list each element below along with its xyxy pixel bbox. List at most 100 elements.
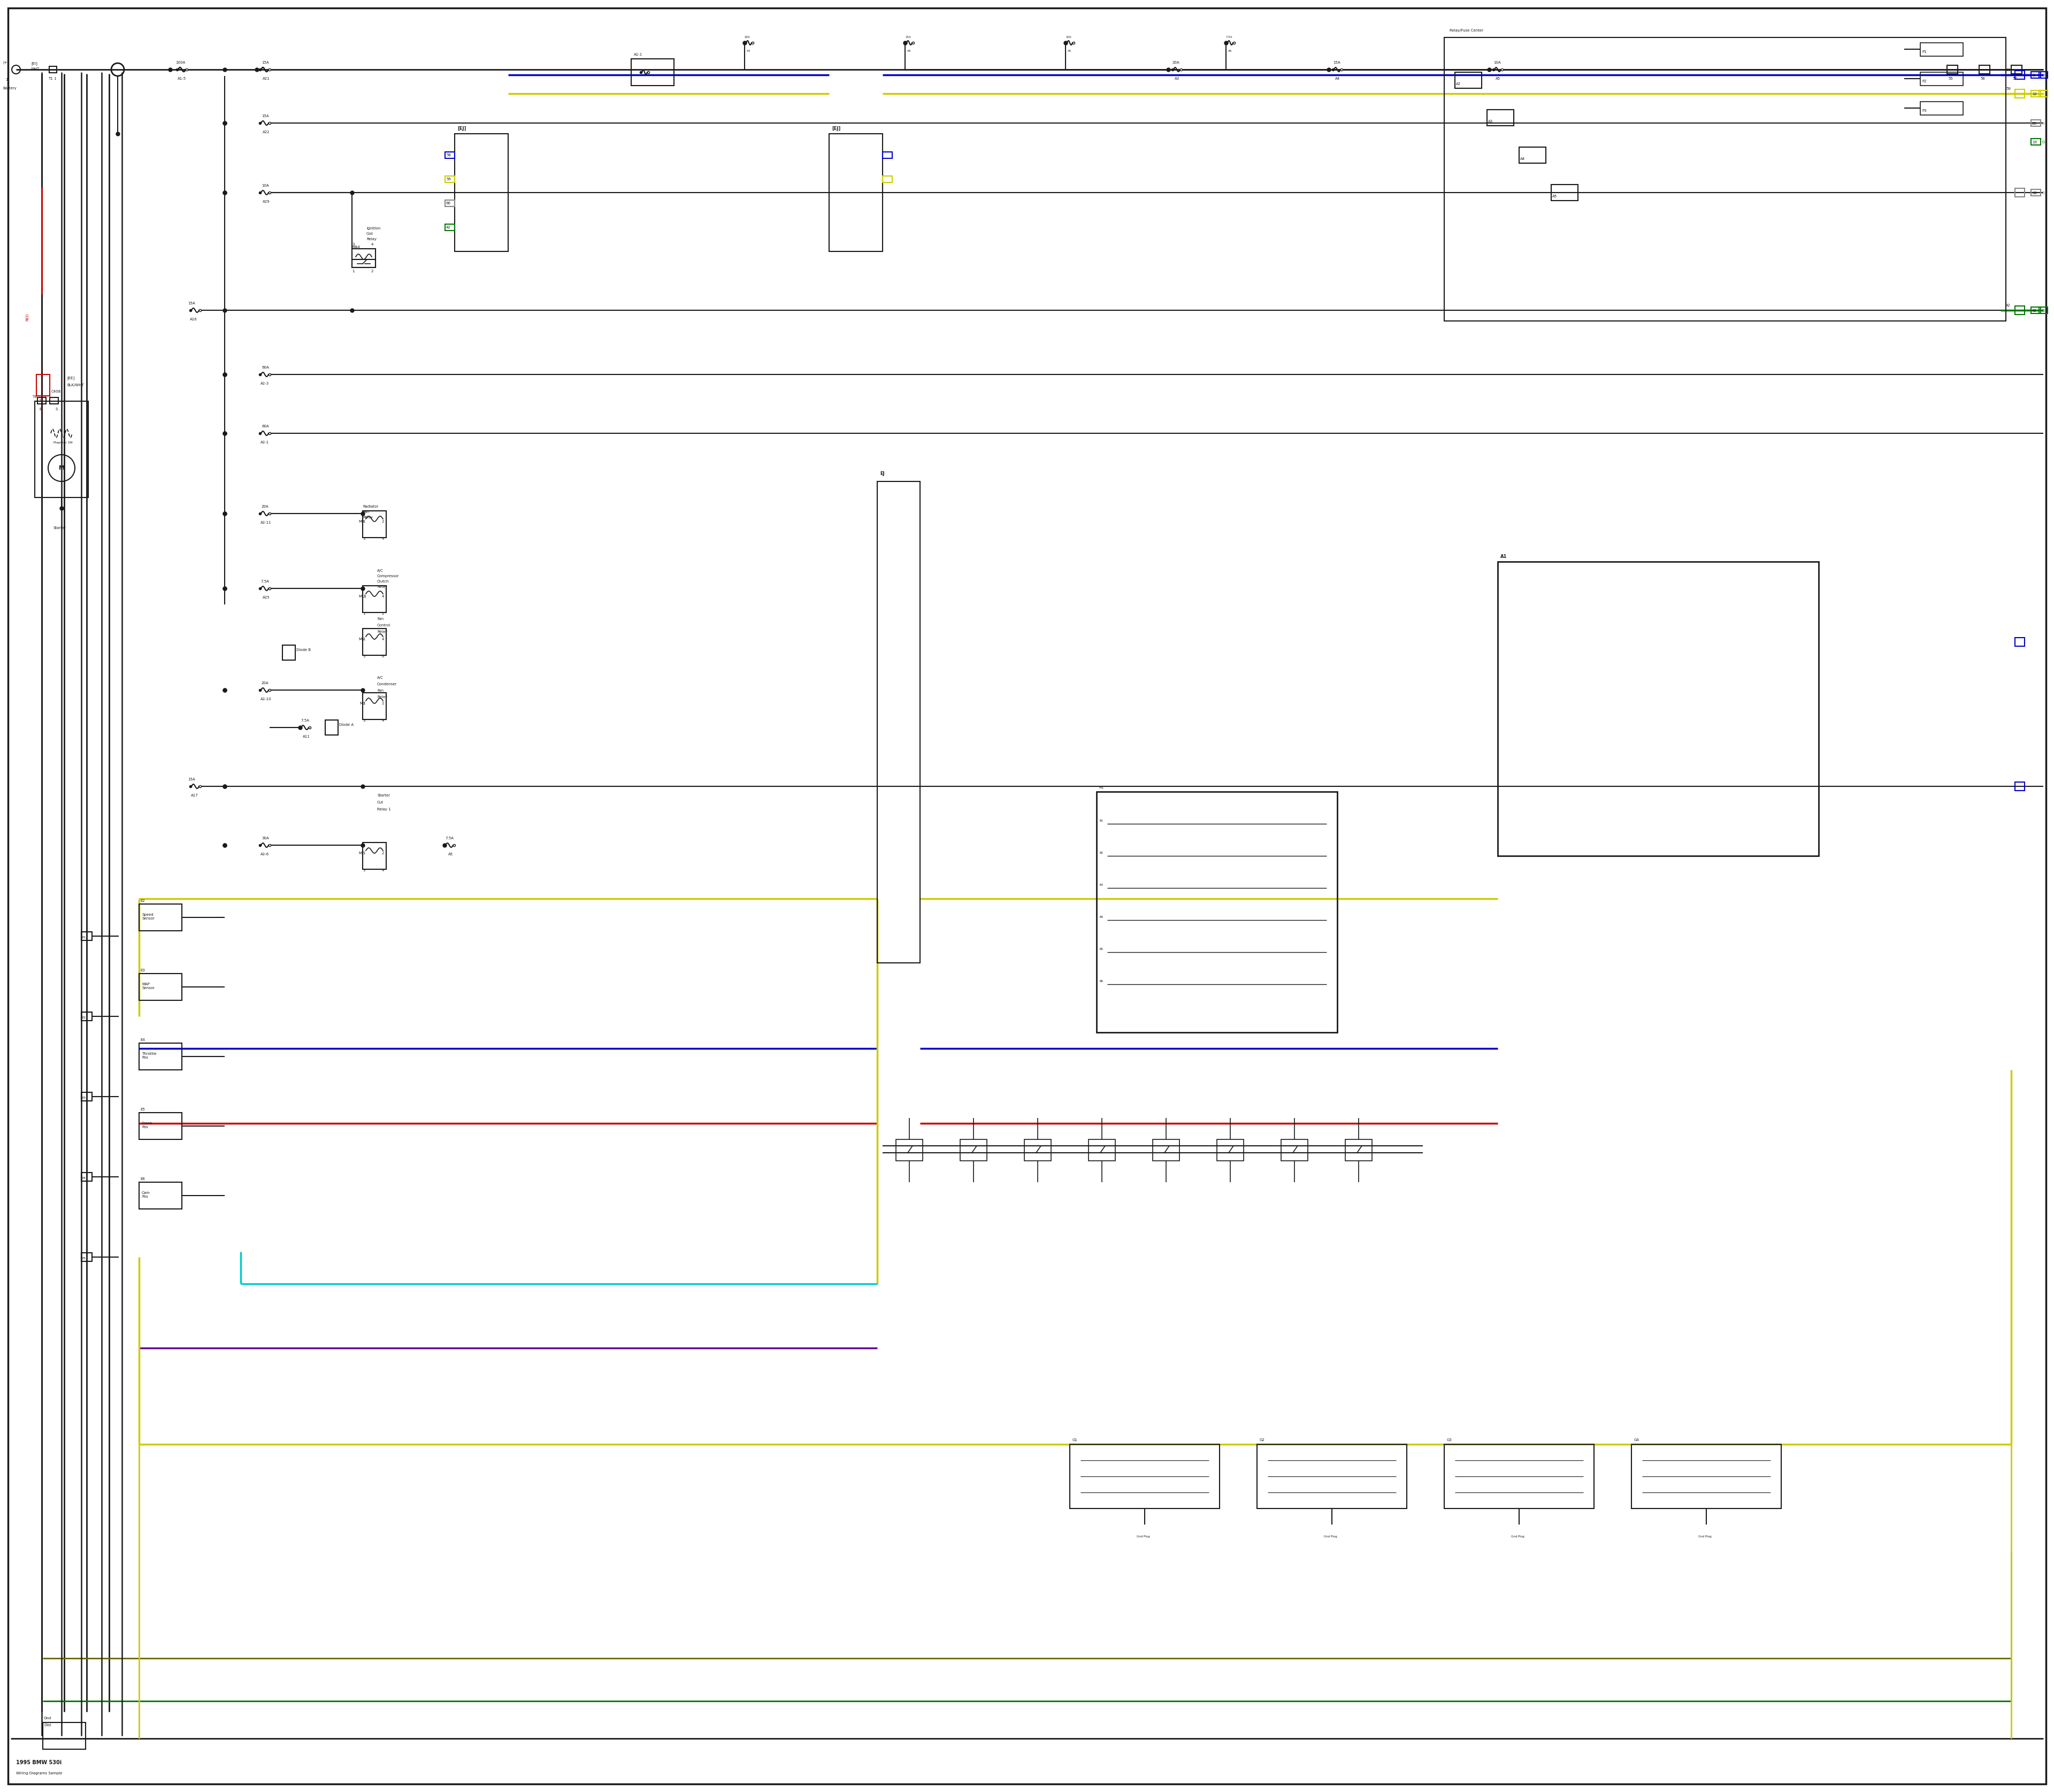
Text: 10A: 10A — [1493, 61, 1501, 65]
Bar — [82, 932, 92, 941]
Text: 15A: 15A — [1333, 61, 1341, 65]
Text: E2: E2 — [82, 1016, 86, 1020]
Text: 59: 59 — [2007, 68, 2011, 72]
Text: 15A: 15A — [261, 61, 269, 65]
Text: Coil: Coil — [366, 233, 374, 235]
Text: P3: P3 — [1923, 109, 1927, 113]
Text: BLK/WHT: BLK/WHT — [68, 383, 84, 387]
Text: A2-10: A2-10 — [261, 697, 271, 701]
Text: Cut: Cut — [378, 801, 384, 805]
Text: A1-5: A1-5 — [177, 77, 187, 81]
Text: M11: M11 — [357, 595, 366, 599]
Text: A3: A3 — [1487, 120, 1493, 124]
Bar — [364, 511, 386, 538]
Text: 7.5A: 7.5A — [1226, 36, 1232, 38]
Text: Wiring Diagrams Sample: Wiring Diagrams Sample — [16, 1772, 62, 1774]
Text: 2: 2 — [382, 611, 384, 615]
Text: 100A: 100A — [175, 61, 185, 65]
Text: Diode B: Diode B — [296, 649, 310, 652]
Text: A2-6: A2-6 — [261, 853, 269, 857]
Text: 58: 58 — [446, 154, 450, 156]
Text: G2: G2 — [1259, 1439, 1265, 1441]
Text: Battery: Battery — [2, 86, 16, 90]
Bar — [1070, 1444, 1220, 1509]
Bar — [2040, 72, 2048, 79]
Text: [EE]: [EE] — [68, 376, 74, 380]
Text: Control: Control — [378, 624, 390, 627]
Bar — [37, 398, 45, 403]
Text: 1: 1 — [364, 520, 366, 523]
Bar — [49, 398, 58, 403]
Text: 2: 2 — [372, 269, 374, 272]
Text: Relay: Relay — [364, 516, 374, 520]
Text: 10A: 10A — [261, 185, 269, 186]
Text: Cam
Pos: Cam Pos — [142, 1192, 150, 1199]
Bar — [454, 134, 507, 251]
Text: Relay/Fuse Center: Relay/Fuse Center — [1450, 29, 1483, 32]
Bar — [351, 260, 376, 267]
Bar — [140, 1113, 183, 1140]
Text: A5: A5 — [1553, 195, 1557, 197]
Text: D: D — [2042, 310, 2044, 312]
Bar — [959, 1140, 986, 1161]
Text: Relay: Relay — [378, 695, 388, 699]
Text: A4: A4 — [1520, 158, 1524, 161]
Text: 20A: 20A — [261, 681, 269, 685]
Bar — [2031, 72, 2040, 79]
Text: D: D — [2042, 73, 2044, 77]
Bar — [2015, 306, 2025, 315]
Text: 3: 3 — [364, 719, 366, 722]
Text: E2: E2 — [140, 900, 146, 903]
Bar — [1487, 109, 1514, 125]
Bar — [1520, 147, 1547, 163]
Bar — [446, 201, 454, 206]
Text: Gnd Plug: Gnd Plug — [1136, 1536, 1150, 1538]
Text: Magnetic SW: Magnetic SW — [53, 441, 72, 444]
Bar — [2031, 120, 2040, 125]
Text: 1: 1 — [364, 851, 366, 855]
Text: E4: E4 — [140, 1038, 146, 1041]
Bar — [1444, 38, 2007, 321]
Text: 42: 42 — [2031, 310, 2038, 312]
Bar — [446, 176, 454, 183]
Bar — [82, 1093, 92, 1100]
Text: 4: 4 — [382, 538, 384, 539]
Bar — [1947, 65, 1957, 73]
Bar — [631, 59, 674, 86]
Text: Gnd Plug: Gnd Plug — [1699, 1536, 1711, 1538]
Text: Throttle
Pos: Throttle Pos — [142, 1052, 156, 1059]
Bar — [364, 694, 386, 719]
Text: 3: 3 — [364, 654, 366, 658]
Text: (+): (+) — [2, 61, 8, 65]
Text: 2: 2 — [382, 851, 384, 855]
Text: 4: 4 — [372, 244, 374, 246]
Text: 15A: 15A — [187, 301, 195, 305]
Bar — [877, 482, 920, 962]
Text: 7.5A: 7.5A — [446, 837, 454, 840]
Text: A29: A29 — [263, 201, 269, 202]
Bar — [1444, 1444, 1594, 1509]
Text: RED: RED — [25, 314, 29, 321]
Text: 4: 4 — [382, 638, 384, 642]
Bar — [1257, 1444, 1407, 1509]
Text: 20A: 20A — [1173, 61, 1179, 65]
Bar — [1282, 1140, 1308, 1161]
Text: Gnd Plug: Gnd Plug — [1512, 1536, 1524, 1538]
Bar — [2031, 90, 2040, 97]
Bar — [446, 152, 454, 158]
Text: 1: 1 — [39, 400, 41, 401]
Bar — [82, 1253, 92, 1262]
Text: 1: 1 — [43, 396, 45, 398]
Text: 3: 3 — [364, 595, 366, 599]
Text: A2-3: A2-3 — [261, 382, 269, 385]
Text: Relay: Relay — [366, 238, 376, 240]
Text: S: S — [55, 407, 58, 410]
Text: M3: M3 — [359, 702, 366, 704]
Bar — [2015, 188, 2025, 197]
Text: 1: 1 — [53, 77, 55, 81]
Text: M2: M2 — [357, 851, 364, 855]
Text: 12: 12 — [2031, 93, 2038, 95]
Text: 2: 2 — [382, 702, 384, 704]
Text: C408: C408 — [51, 391, 62, 392]
Bar — [1454, 72, 1481, 88]
